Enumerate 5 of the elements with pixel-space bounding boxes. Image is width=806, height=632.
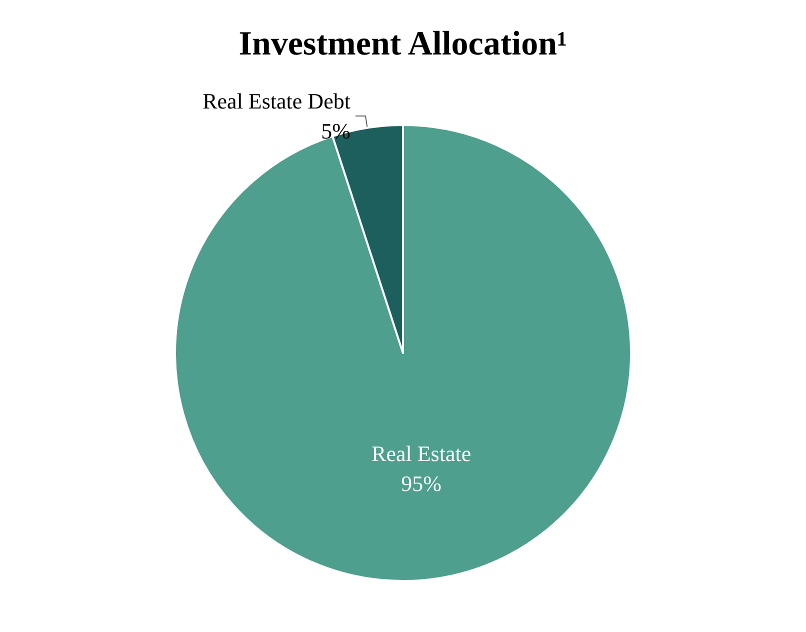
data-label: 95% [401,471,442,496]
data-label: 5% [321,118,350,144]
chart-title: Investment Allocation¹ [238,26,568,62]
slice-label: Real Estate [372,441,472,466]
slice-label: Real Estate Debt [202,88,350,114]
